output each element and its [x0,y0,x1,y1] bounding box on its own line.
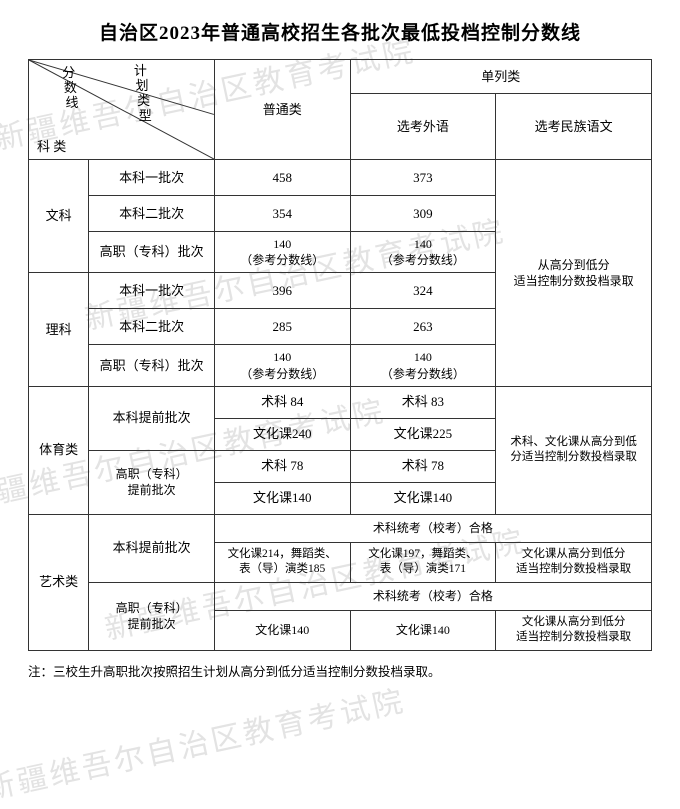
cell: 458 [214,160,350,196]
table-row: 分 数 线 计 划 类 型 科 类 普通类 单列类 [29,60,652,94]
cell: 文化课240 [214,418,350,450]
label-plan-type: 计 划 类 型 [129,64,152,124]
row-label: 高职（专科）提前批次 [89,582,215,650]
row-label: 本科一批次 [89,273,215,309]
cell: 术科 78 [214,450,350,482]
col-danlie: 单列类 [350,60,651,94]
group-tiyu: 体育类 [29,386,89,514]
watermark: 新疆维吾尔自治区教育考试院 [0,676,409,808]
row-label: 本科一批次 [89,160,215,196]
cell: 354 [214,196,350,232]
cell: 文化课225 [350,418,496,450]
col-waiyu: 选考外语 [350,94,496,160]
row-label: 本科二批次 [89,196,215,232]
col-minzu: 选考民族语文 [496,94,652,160]
diagonal-header: 分 数 线 计 划 类 型 科 类 [29,60,215,160]
cell: 263 [350,309,496,345]
footnote: 注：三校生升高职批次按照招生计划从高分到低分适当控制分数投档录取。 [28,661,652,680]
group-wenke: 文科 [29,160,89,273]
group-like: 理科 [29,273,89,386]
label-score-line: 分 数 线 [59,66,79,111]
cell: 文化课140 [350,482,496,514]
row-label: 高职（专科）批次 [89,345,215,386]
row-label: 高职（专科）提前批次 [89,450,215,514]
cell: 术科统考（校考）合格 [214,582,651,610]
row-label: 本科提前批次 [89,514,215,582]
cell: 术科 84 [214,386,350,418]
cell: 文化课140 [214,482,350,514]
cell: 文化课214，舞蹈类、表（导）演类185 [214,542,350,582]
table-row: 艺术类 本科提前批次 术科统考（校考）合格 [29,514,652,542]
row-label: 本科提前批次 [89,386,215,450]
table-row: 文科 本科一批次 458 373 从高分到低分适当控制分数投档录取 [29,160,652,196]
cell: 285 [214,309,350,345]
cell: 术科统考（校考）合格 [214,514,651,542]
cell: 文化课197，舞蹈类、表（导）演类171 [350,542,496,582]
row-label: 高职（专科）批次 [89,232,215,273]
note-cell: 术科、文化课从高分到低分适当控制分数投档录取 [496,386,652,514]
cell: 术科 78 [350,450,496,482]
cell: 140（参考分数线） [350,345,496,386]
label-subject: 科 类 [37,140,66,155]
page-title: 自治区2023年普通高校招生各批次最低投档控制分数线 [28,18,652,45]
cell: 324 [350,273,496,309]
note-cell: 文化课从高分到低分适当控制分数投档录取 [496,610,652,650]
cell: 140（参考分数线） [214,232,350,273]
table-row: 高职（专科）提前批次 术科统考（校考）合格 [29,582,652,610]
score-table: 分 数 线 计 划 类 型 科 类 普通类 单列类 选考外语 选考民族语文 文科… [28,59,652,651]
cell: 140（参考分数线） [350,232,496,273]
group-yishu: 艺术类 [29,514,89,650]
note-cell: 文化课从高分到低分适当控制分数投档录取 [496,542,652,582]
cell: 373 [350,160,496,196]
cell: 文化课140 [214,610,350,650]
cell: 309 [350,196,496,232]
cell: 术科 83 [350,386,496,418]
note-cell: 从高分到低分适当控制分数投档录取 [496,160,652,387]
cell: 文化课140 [350,610,496,650]
table-row: 体育类 本科提前批次 术科 84 术科 83 术科、文化课从高分到低分适当控制分… [29,386,652,418]
cell: 396 [214,273,350,309]
row-label: 本科二批次 [89,309,215,345]
cell: 140（参考分数线） [214,345,350,386]
col-putong: 普通类 [214,60,350,160]
